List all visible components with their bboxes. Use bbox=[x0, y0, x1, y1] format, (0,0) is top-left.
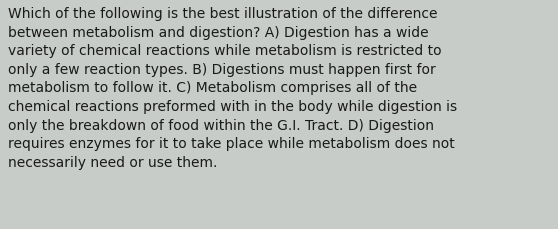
Text: Which of the following is the best illustration of the difference
between metabo: Which of the following is the best illus… bbox=[8, 7, 458, 169]
